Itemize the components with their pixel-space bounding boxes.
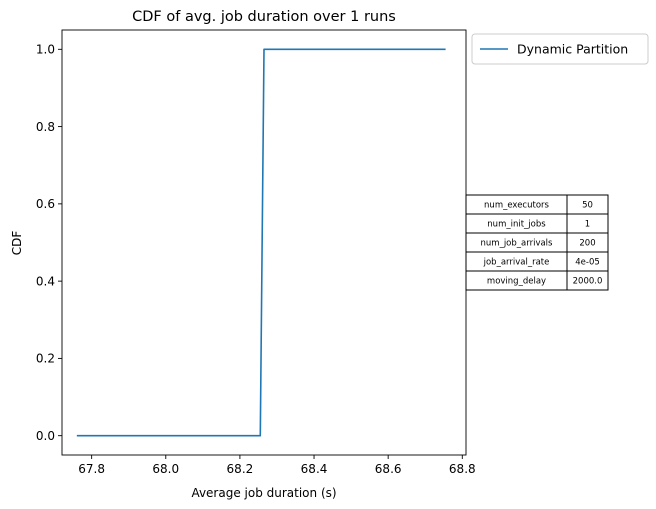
x-tick-label: 67.8 [78, 462, 105, 476]
series-layer [76, 48, 446, 437]
params-table-row: job_arrival_rate 4e-05 [465, 251, 609, 272]
params-table: num_executors 50 num_init_jobs 1 num_job_arr… [465, 194, 609, 291]
y-tick-label: 0.2 [36, 352, 55, 366]
x-axis-ticks: 67.8 68.0 68.2 68.4 68.6 68.8 [78, 455, 476, 476]
legend-label: Dynamic Partition [517, 42, 628, 57]
params-table-value: 200 [579, 239, 595, 249]
params-table-value: 50 [582, 201, 593, 211]
x-tick-label: 68.8 [449, 462, 476, 476]
params-table-name: num_init_jobs [487, 220, 546, 230]
x-axis-label: Average job duration (s) [191, 486, 336, 500]
params-table-row: num_job_arrivals 200 [465, 232, 609, 253]
x-tick-label: 68.2 [227, 462, 254, 476]
params-table-value: 2000.0 [573, 277, 603, 287]
params-table-row: num_init_jobs 1 [465, 213, 609, 234]
params-table-row: moving_delay 2000.0 [465, 270, 609, 291]
y-tick-label: 0.0 [36, 429, 55, 443]
x-tick-label: 68.6 [375, 462, 402, 476]
params-table-name: moving_delay [487, 277, 546, 287]
legend: Dynamic Partition [471, 33, 649, 65]
y-axis-label: CDF [10, 231, 24, 256]
y-tick-label: 0.6 [36, 197, 55, 211]
params-table-value-cell [566, 270, 609, 291]
params-table-name: job_arrival_rate [483, 258, 550, 268]
chart-title: CDF of avg. job duration over 1 runs [132, 9, 396, 25]
y-axis-ticks: 0.0 0.2 0.4 0.6 0.8 1.0 [36, 43, 62, 443]
params-table-name: num_job_arrivals [481, 239, 554, 249]
y-tick-label: 0.4 [36, 274, 55, 288]
legend-box [471, 33, 649, 65]
series-line-dynamic-partition [76, 48, 446, 437]
params-table-value: 1 [585, 220, 590, 230]
params-table-value: 4e-05 [575, 258, 600, 268]
y-tick-label: 1.0 [36, 43, 55, 57]
params-table-row: num_executors 50 [465, 194, 609, 215]
y-tick-label: 0.8 [36, 120, 55, 134]
x-tick-label: 68.0 [152, 462, 179, 476]
x-tick-label: 68.4 [301, 462, 328, 476]
params-table-name: num_executors [484, 201, 549, 211]
